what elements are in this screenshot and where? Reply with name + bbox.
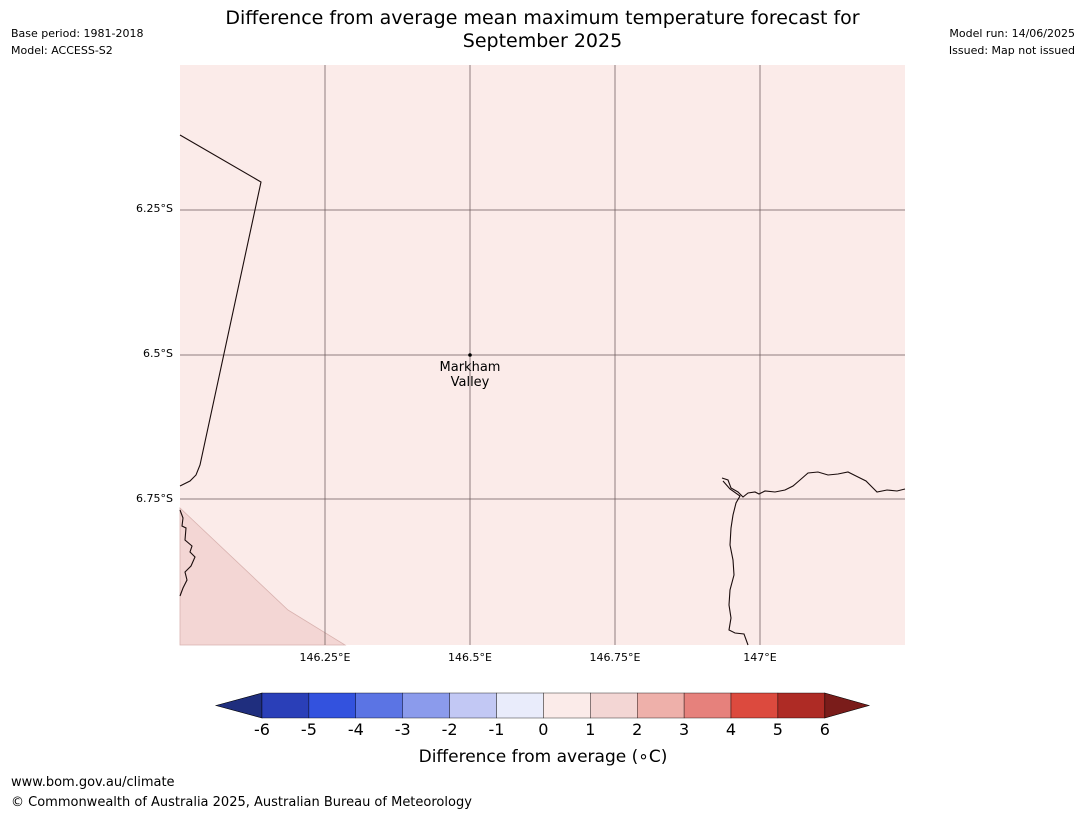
model-text: Model: ACCESS-S2 (11, 44, 113, 57)
colorbar-tick-label: 5 (772, 720, 783, 739)
lon-label-146-5: 146.5°E (448, 651, 492, 664)
lon-label-147: 147°E (743, 651, 777, 664)
place-label-line-2: Valley (450, 375, 490, 390)
metadata-left: Base period: 1981-2018 Model: ACCESS-S2 (11, 25, 143, 59)
lat-label-6-75: 6.75°S (136, 492, 173, 505)
base-period-text: Base period: 1981-2018 (11, 27, 144, 40)
footer-url: www.bom.gov.au/climate (11, 775, 175, 790)
boundaries (179, 134, 906, 646)
lon-label-146-75: 146.75°E (589, 651, 641, 664)
province-boundary (179, 134, 262, 487)
colorbar-bin (637, 692, 685, 719)
map-fill-1-2 (179, 507, 347, 646)
markham-valley-label: Markham Valley (440, 360, 501, 390)
map-title: Difference from average mean maximum tem… (180, 7, 905, 53)
lon-label-146-25: 146.25°E (299, 651, 351, 664)
markham-valley-marker (468, 353, 472, 357)
colorbar-bin (590, 692, 638, 719)
colorbar-bin (402, 692, 450, 719)
colorbar-tick-label: 3 (679, 720, 690, 739)
colorbar-bin (543, 692, 591, 719)
title-line-1: Difference from average mean maximum tem… (225, 7, 860, 29)
footer-copyright: © Commonwealth of Australia 2025, Austra… (11, 795, 472, 810)
colorbar-bin (449, 692, 497, 719)
colorbar-bin (261, 692, 310, 719)
metadata-right: Model run: 14/06/2025 Issued: Map not is… (949, 25, 1075, 59)
colorbar-bin (355, 692, 403, 719)
colorbar-tick-label: -4 (347, 720, 364, 739)
issued-text: Issued: Map not issued (948, 44, 1075, 57)
colorbar-tick-label: 1 (585, 720, 596, 739)
colorbar-bin (308, 692, 356, 719)
graticule (180, 65, 905, 645)
lat-label-6-5: 6.5°S (143, 347, 173, 360)
colorbar-tick-label: -6 (254, 720, 270, 739)
colorbar-tick-label: 2 (632, 720, 643, 739)
colorbar-tick-label: 0 (538, 720, 549, 739)
title-line-2: September 2025 (462, 30, 623, 52)
place-label-line-1: Markham (439, 360, 501, 375)
colorbar-tick-label: -3 (394, 720, 411, 739)
colorbar-bin (683, 692, 732, 719)
colorbar-tick-label: -5 (300, 720, 317, 739)
model-run-text: Model run: 14/06/2025 (949, 27, 1075, 40)
colorbar-extend-high (824, 692, 871, 719)
west-coastline (179, 509, 196, 597)
northeast-coastline (721, 471, 906, 498)
colorbar-label: Difference from average (∘C) (418, 747, 668, 767)
colorbar-bin (777, 692, 826, 719)
river-boundary (722, 480, 749, 646)
colorbar-extend-low (214, 692, 263, 719)
colorbar-tick-label: -1 (488, 720, 505, 739)
colorbar-bin (730, 692, 779, 719)
colorbar (214, 692, 871, 719)
lat-label-6-25: 6.25°S (136, 202, 173, 215)
colorbar-tick-label: 4 (725, 720, 737, 739)
colorbar-tick-label: -2 (441, 720, 458, 739)
colorbar-tick-label: 6 (819, 720, 830, 739)
colorbar-bin (496, 692, 544, 719)
